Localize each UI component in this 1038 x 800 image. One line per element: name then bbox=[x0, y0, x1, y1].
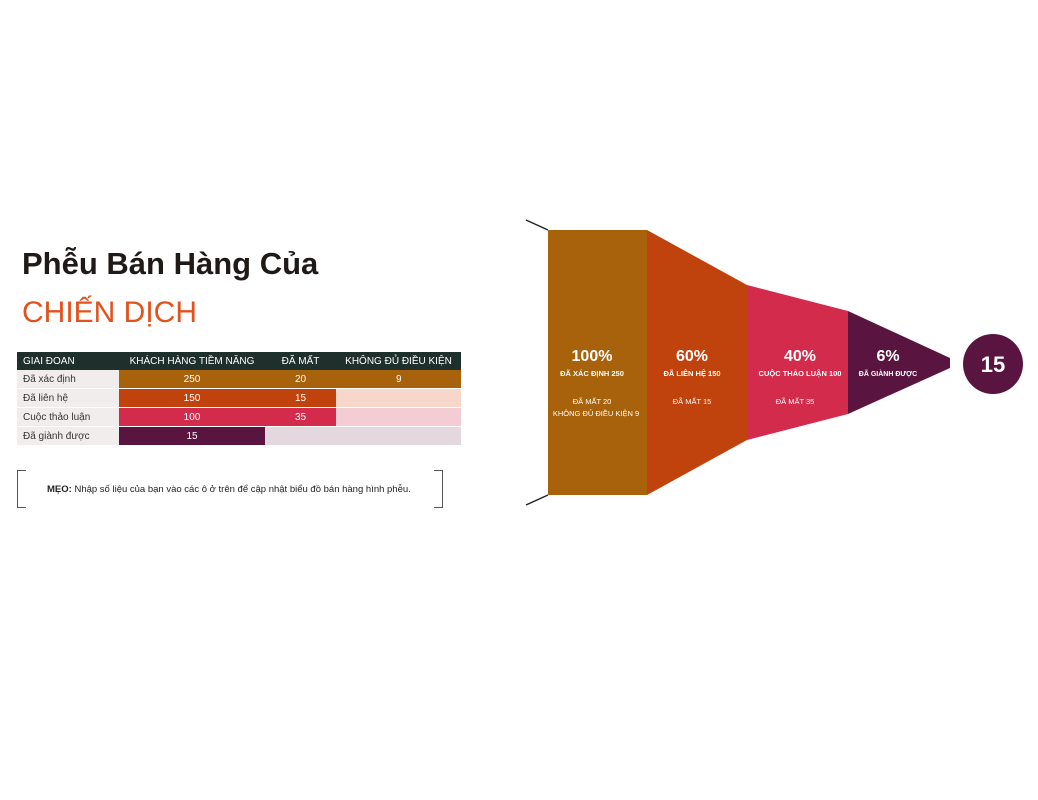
tip-body: Nhập số liệu của bạn vào các ô ở trên để… bbox=[71, 484, 411, 495]
stage-detail-identified-lost: ĐÃ MẤT 20 bbox=[573, 396, 612, 406]
stage-percent-discussion: 40% bbox=[784, 348, 816, 365]
stage-detail-identified-unqualified: KHÔNG ĐỦ ĐIỀU KIỆN 9 bbox=[553, 408, 639, 418]
lost-cell[interactable]: 15 bbox=[265, 388, 336, 408]
funnel-stage-won bbox=[848, 311, 950, 414]
funnel-stage-discussion bbox=[747, 285, 848, 440]
stage-detail-discussion-lost: ĐÃ MẤT 35 bbox=[776, 396, 815, 406]
stage-cell[interactable]: Đã xác định bbox=[17, 370, 119, 389]
col-header-stage: GIAI ĐOAN bbox=[17, 352, 119, 370]
prospects-cell[interactable]: 250 bbox=[119, 370, 265, 389]
tip-label: MẸO: bbox=[47, 484, 72, 495]
stage-label-discussion: CUỘC THẢO LUẬN 100 bbox=[759, 369, 842, 378]
page-subtitle: CHIẾN DỊCH bbox=[22, 296, 198, 329]
stage-percent-contacted: 60% bbox=[676, 348, 708, 365]
table-header-row: GIAI ĐOAN KHÁCH HÀNG TIỀM NĂNG ĐÃ MẤT KH… bbox=[17, 352, 461, 370]
col-header-prospects: KHÁCH HÀNG TIỀM NĂNG bbox=[119, 352, 265, 370]
page-title: Phễu Bán Hàng Của bbox=[22, 246, 319, 281]
stage-percent-won: 6% bbox=[876, 348, 899, 365]
unqualified-cell[interactable] bbox=[336, 388, 461, 408]
funnel-result-value: 15 bbox=[981, 352, 1005, 377]
funnel-mouth-line-top bbox=[525, 219, 549, 231]
unqualified-cell[interactable] bbox=[336, 407, 461, 427]
stage-percent-identified: 100% bbox=[572, 348, 613, 365]
col-header-unqualified: KHÔNG ĐỦ ĐIỀU KIỆN bbox=[336, 352, 461, 370]
prospects-cell[interactable]: 15 bbox=[119, 426, 265, 446]
tip-bracket-left bbox=[17, 470, 26, 508]
stage-cell[interactable]: Đã liên hệ bbox=[17, 388, 119, 408]
stage-label-contacted: ĐÃ LIÊN HỆ 150 bbox=[663, 369, 720, 378]
prospects-cell[interactable]: 100 bbox=[119, 407, 265, 427]
funnel-stage-identified bbox=[548, 230, 647, 495]
funnel-mouth-line-bottom bbox=[525, 494, 549, 506]
stage-detail-contacted-lost: ĐÃ MẤT 15 bbox=[673, 396, 712, 406]
table-row: Đã xác định 250 20 9 bbox=[17, 370, 461, 389]
unqualified-cell[interactable] bbox=[336, 426, 461, 446]
lost-cell[interactable]: 20 bbox=[265, 370, 336, 389]
sales-funnel-chart: 100% ĐÃ XÁC ĐỊNH 250 ĐÃ MẤT 20 KHÔNG ĐỦ … bbox=[525, 219, 1023, 506]
table-row: Đã giành được 15 bbox=[17, 426, 461, 446]
funnel-data-table: GIAI ĐOAN KHÁCH HÀNG TIỀM NĂNG ĐÃ MẤT KH… bbox=[17, 352, 461, 446]
tip-box: MẸO: Nhập số liệu của bạn vào các ô ở tr… bbox=[17, 470, 443, 508]
prospects-cell[interactable]: 150 bbox=[119, 388, 265, 408]
stage-label-identified: ĐÃ XÁC ĐỊNH 250 bbox=[560, 369, 624, 378]
stage-label-won: ĐÃ GIÀNH ĐƯỢC bbox=[859, 369, 917, 378]
lost-cell[interactable] bbox=[265, 426, 336, 446]
tip-text: MẸO: Nhập số liệu của bạn vào các ô ở tr… bbox=[47, 484, 411, 495]
tip-bracket-right bbox=[434, 470, 443, 508]
table-row: Đã liên hệ 150 15 bbox=[17, 388, 461, 408]
stage-cell[interactable]: Đã giành được bbox=[17, 426, 119, 446]
unqualified-cell[interactable]: 9 bbox=[336, 370, 461, 389]
lost-cell[interactable]: 35 bbox=[265, 407, 336, 427]
funnel-result-circle bbox=[963, 334, 1023, 394]
funnel-stage-contacted bbox=[647, 230, 747, 495]
col-header-lost: ĐÃ MẤT bbox=[265, 352, 336, 370]
table-row: Cuộc thảo luận 100 35 bbox=[17, 407, 461, 427]
stage-cell[interactable]: Cuộc thảo luận bbox=[17, 407, 119, 427]
